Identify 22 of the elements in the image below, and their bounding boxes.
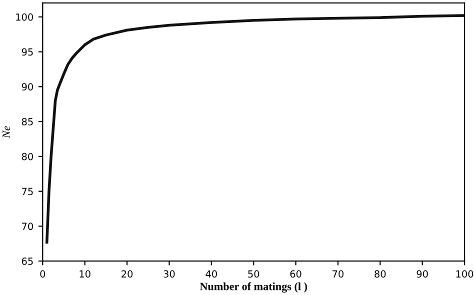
x-tick-label: 10 xyxy=(80,270,90,278)
y-tick-label: 95 xyxy=(22,48,33,56)
x-tick-label: 20 xyxy=(122,270,133,278)
x-tick-label: 70 xyxy=(332,270,344,278)
x-tick-label: 50 xyxy=(248,270,260,278)
y-tick-label: 70 xyxy=(22,222,33,230)
y-tick-label: 90 xyxy=(22,83,33,90)
x-tick-label: 40 xyxy=(206,270,217,278)
x-tick-label: 0 xyxy=(40,270,46,278)
y-axis-title: Ne xyxy=(2,126,10,138)
y-tick-label: 75 xyxy=(22,188,33,196)
x-tick-label: 30 xyxy=(164,270,175,278)
x-axis-title: Number of matings (l ) xyxy=(200,282,308,293)
y-tick-label: 65 xyxy=(22,258,33,265)
x-tick-label: 60 xyxy=(290,270,302,278)
x-tick-label: 80 xyxy=(374,270,386,278)
y-tick-label: 100 xyxy=(16,13,33,21)
line-series xyxy=(45,14,465,244)
x-tick-label: 100 xyxy=(456,270,474,278)
y-tick-label: 85 xyxy=(22,118,33,126)
y-tick-label: 80 xyxy=(22,152,33,160)
x-tick-label: 90 xyxy=(416,270,428,278)
